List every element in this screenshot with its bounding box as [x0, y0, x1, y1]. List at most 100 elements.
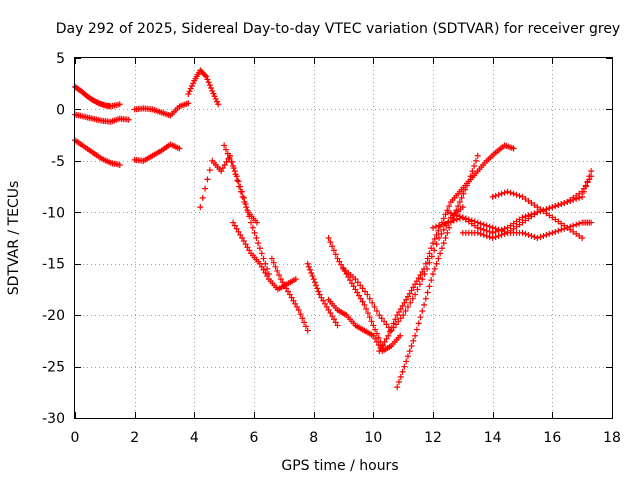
interpolated-point: [397, 315, 404, 322]
interpolated-point: [501, 225, 508, 232]
interpolated-point: [431, 265, 438, 272]
interpolated-point: [477, 230, 484, 237]
interpolated-point: [314, 285, 321, 292]
interpolated-point: [450, 211, 457, 218]
interpolated-point: [228, 158, 235, 165]
y-tick-label: -5: [51, 154, 65, 170]
interpolated-point: [467, 173, 474, 180]
data-point: [430, 224, 436, 231]
interpolated-point: [320, 297, 327, 304]
interpolated-point: [211, 93, 218, 100]
interpolated-point: [332, 319, 339, 326]
interpolated-point: [419, 308, 426, 315]
data-point: [510, 145, 517, 152]
y-tick-label: -30: [42, 411, 65, 427]
series-track-13: [325, 296, 404, 355]
interpolated-point: [426, 283, 433, 290]
data-point: [444, 219, 451, 226]
interpolated-point: [251, 229, 258, 236]
interpolated-point: [410, 337, 417, 344]
interpolated-point: [299, 315, 306, 322]
data-point: [465, 178, 472, 185]
interpolated-point: [293, 303, 300, 310]
interpolated-point: [477, 225, 484, 232]
tick-layer: 0 2 4 6 8 10 12 14 16 18 -30 -25 -20 -15 -10 -5 0 5: [42, 51, 621, 446]
interpolated-point: [372, 335, 379, 342]
interpolated-point: [224, 150, 231, 157]
interpolated-point: [369, 299, 376, 306]
series-track-11: [304, 260, 341, 329]
interpolated-point: [371, 303, 378, 310]
interpolated-point: [206, 167, 213, 174]
interpolated-point: [311, 279, 318, 286]
interpolated-point: [363, 305, 370, 312]
interpolated-point: [537, 233, 544, 240]
interpolated-point: [274, 267, 281, 274]
interpolated-point: [576, 194, 583, 201]
interpolated-point: [357, 295, 364, 302]
interpolated-point: [327, 239, 334, 246]
interpolated-point: [433, 231, 440, 238]
interpolated-point: [552, 228, 559, 235]
y-tick-label: -15: [42, 257, 65, 273]
interpolated-point: [570, 222, 577, 229]
interpolated-point: [573, 221, 580, 228]
series-track-16: [394, 152, 481, 391]
interpolated-point: [373, 338, 380, 345]
series-track-4: [131, 100, 192, 119]
interpolated-point: [480, 231, 487, 238]
interpolated-point: [375, 334, 382, 341]
interpolated-point: [507, 189, 514, 196]
data-point: [176, 145, 183, 152]
interpolated-point: [202, 185, 209, 192]
interpolated-point: [495, 232, 502, 239]
data-point: [215, 101, 222, 108]
interpolated-point: [546, 205, 553, 212]
interpolated-point: [483, 222, 490, 229]
interpolated-point: [570, 196, 577, 203]
data-point: [248, 219, 255, 226]
interpolated-point: [483, 232, 490, 239]
data-point: [435, 235, 442, 241]
interpolated-point: [285, 288, 292, 295]
interpolated-point: [388, 324, 395, 331]
interpolated-point: [354, 279, 361, 286]
interpolated-point: [318, 294, 325, 301]
interpolated-point: [270, 259, 277, 266]
data-point: [438, 245, 445, 252]
interpolated-point: [272, 263, 279, 270]
data-point: [292, 276, 299, 283]
interpolated-point: [406, 348, 413, 355]
data-point: [534, 209, 541, 216]
interpolated-point: [262, 260, 269, 267]
interpolated-point: [347, 277, 354, 284]
interpolated-point: [292, 300, 299, 307]
interpolated-point: [435, 255, 442, 262]
data-point: [197, 204, 204, 211]
interpolated-point: [283, 285, 290, 292]
interpolated-point: [498, 190, 505, 197]
interpolated-point: [373, 308, 380, 315]
interpolated-point: [428, 277, 435, 284]
data-point: [209, 87, 216, 94]
interpolated-point: [441, 220, 448, 227]
interpolated-point: [338, 261, 345, 268]
interpolated-point: [438, 230, 445, 237]
interpolated-point: [397, 373, 404, 380]
interpolated-point: [444, 229, 451, 236]
interpolated-point: [395, 309, 402, 316]
interpolated-point: [437, 250, 444, 257]
interpolated-point: [483, 227, 490, 234]
interpolated-point: [413, 326, 420, 333]
interpolated-point: [492, 228, 499, 235]
interpolated-point: [415, 320, 422, 327]
data-point: [304, 327, 311, 334]
interpolated-point: [190, 80, 197, 87]
interpolated-point: [435, 222, 442, 229]
x-tick-label: 2: [130, 430, 139, 446]
interpolated-point: [226, 154, 233, 161]
data-point: [310, 276, 317, 283]
interpolated-point: [408, 287, 415, 294]
data-point: [352, 276, 359, 283]
interpolated-point: [233, 225, 240, 232]
